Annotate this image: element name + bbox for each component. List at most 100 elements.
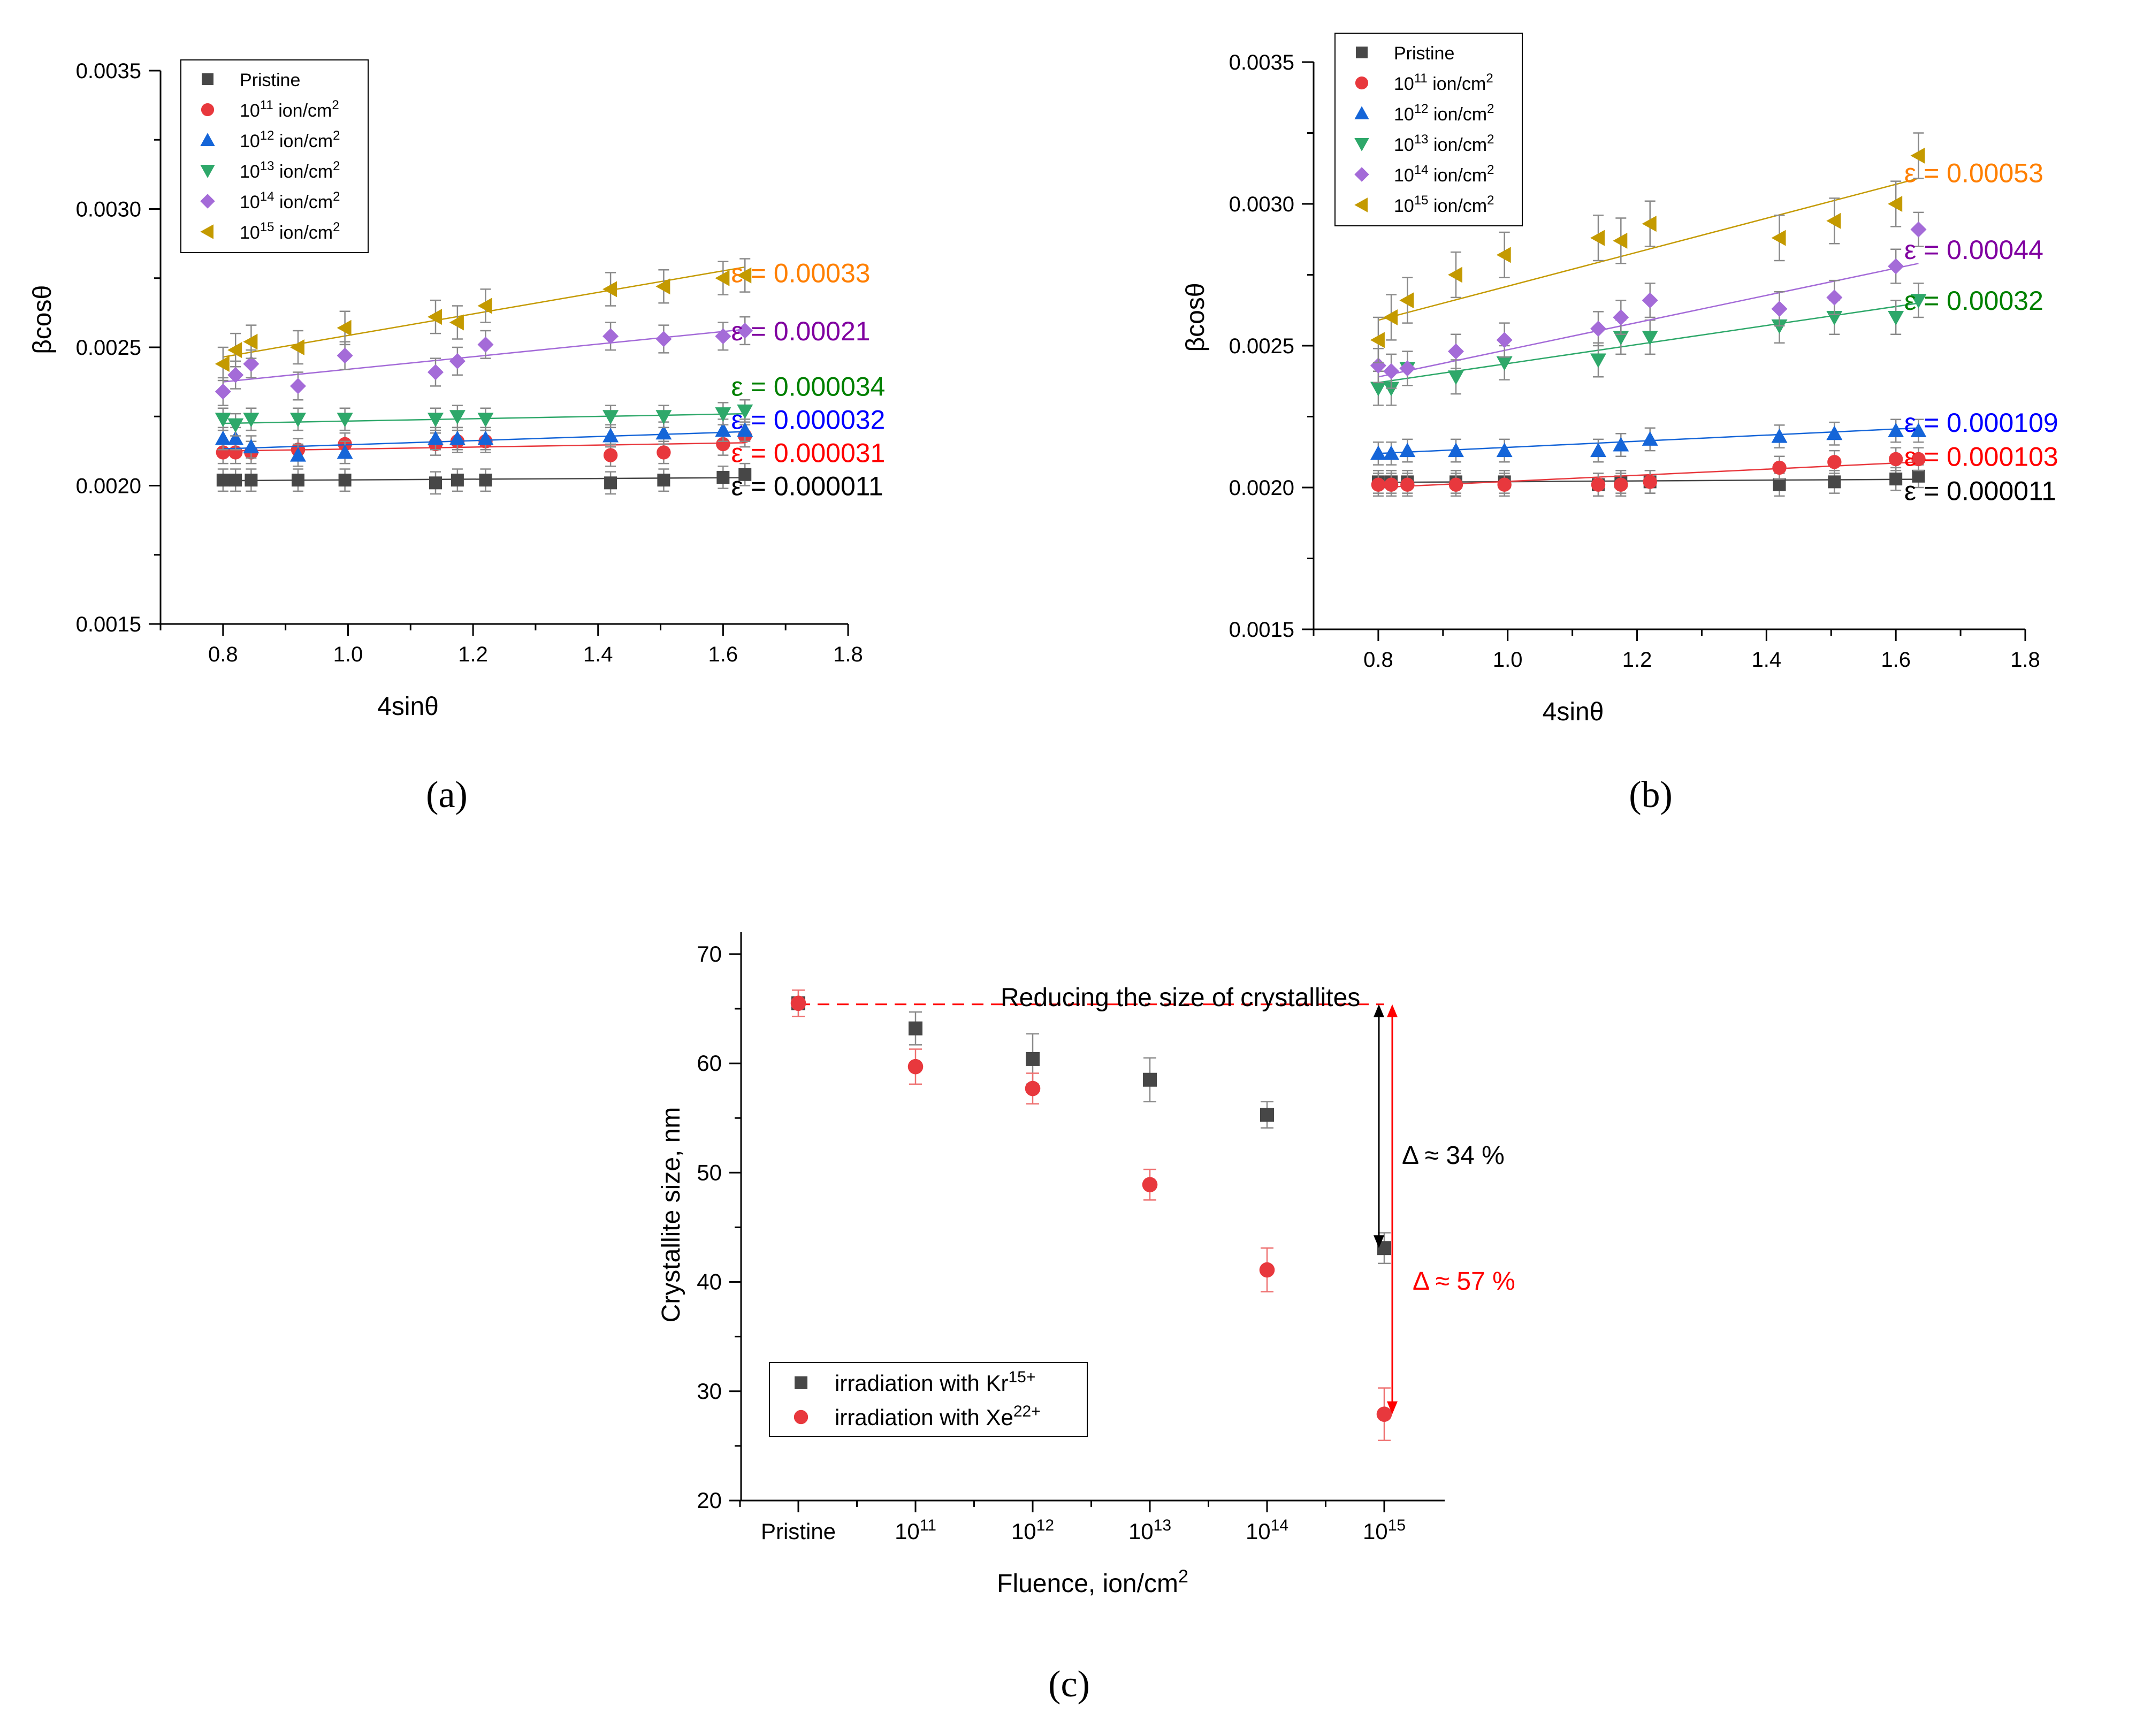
data-point: [227, 418, 244, 433]
data-point: [1383, 445, 1400, 460]
data-point: [227, 342, 242, 359]
x-tick-label: 1.2: [458, 643, 488, 666]
data-point: [337, 413, 353, 428]
x-tick-label: 1.2: [1622, 648, 1652, 672]
data-point: [1370, 445, 1386, 460]
series-1: [790, 989, 1392, 1441]
data-point: [715, 422, 731, 437]
data-point: [428, 430, 444, 445]
data-point: [449, 430, 466, 445]
y-tick-label: 30: [697, 1379, 722, 1404]
chart-panel-b: 0.0015 0.0020 0.0025 0.0030 0.0035 0.8 1.0 1.2 1…: [1181, 33, 2058, 816]
data-point: [477, 298, 492, 314]
data-point: [1888, 452, 1903, 467]
data-point: [479, 474, 492, 487]
data-point: [477, 430, 494, 445]
data-point: [1826, 289, 1843, 306]
legend-label: 1014 ion/cm2: [1394, 163, 1494, 186]
data-point: [216, 474, 230, 487]
legend-marker: [1354, 167, 1369, 182]
data-point: [1643, 475, 1657, 489]
data-point: [1888, 258, 1904, 275]
data-point: [1448, 477, 1463, 492]
y-tick-label: 70: [697, 941, 722, 966]
delta-label: Δ ≈ 57 %: [1413, 1267, 1515, 1296]
data-point: [1888, 423, 1904, 437]
data-point: [715, 328, 731, 345]
fit-line: [1378, 178, 1919, 321]
data-point: [1912, 469, 1925, 483]
delta-label: Δ ≈ 34 %: [1402, 1141, 1505, 1170]
x-tick-label: 1014: [1246, 1517, 1288, 1544]
data-point: [716, 470, 730, 484]
data-point: [602, 328, 619, 345]
x-tick-label: 1015: [1363, 1517, 1406, 1544]
data-point: [1888, 196, 1903, 212]
data-point: [1371, 477, 1386, 492]
data-point: [1370, 382, 1386, 397]
data-point: [429, 476, 442, 490]
data-point: [1399, 292, 1414, 309]
y-tick-label: 60: [697, 1050, 722, 1076]
data-point: [243, 413, 260, 428]
data-point: [451, 474, 464, 487]
delta-arrow-1: [1387, 1004, 1398, 1414]
strain-label: ε = 0.00044: [1904, 235, 2043, 265]
y-tick-label: 0.0015: [1229, 618, 1294, 642]
data-point: [1888, 311, 1904, 325]
data-point: [1376, 1406, 1392, 1422]
data-point: [1497, 477, 1512, 492]
data-point: [602, 281, 617, 298]
data-point: [1383, 382, 1400, 397]
series-5: [1370, 132, 1925, 364]
data-point: [337, 319, 352, 336]
strain-label: ε = 0.000034: [731, 371, 886, 401]
data-point: [1259, 1262, 1275, 1278]
series-0: [216, 462, 752, 495]
data-point: [1591, 477, 1606, 492]
strain-label: ε = 0.00053: [1904, 158, 2043, 188]
data-point: [290, 339, 304, 355]
data-point: [602, 428, 619, 443]
data-point: [1383, 363, 1400, 379]
data-point: [338, 474, 352, 487]
data-point: [604, 476, 617, 490]
y-tick-label: 0.0020: [1229, 476, 1294, 500]
data-point: [1642, 331, 1658, 346]
data-point: [1496, 332, 1513, 348]
data-point: [1143, 1072, 1157, 1087]
data-point: [602, 410, 619, 425]
series-4: [1370, 211, 1927, 389]
data-point: [1448, 370, 1464, 385]
series-4: [215, 316, 753, 406]
strain-label: ε = 0.000031: [731, 438, 886, 468]
data-point: [1496, 443, 1513, 458]
data-point: [428, 364, 444, 380]
legend-marker: [200, 133, 215, 146]
data-point: [1383, 309, 1398, 325]
data-point: [1448, 267, 1462, 283]
series-3: [1370, 283, 1927, 406]
data-point: [449, 314, 464, 331]
data-point: [738, 468, 752, 481]
legend-label: Pristine: [1394, 43, 1454, 64]
data-point: [428, 309, 442, 325]
y-tick-label: 0.0025: [1229, 334, 1294, 358]
data-point: [737, 322, 753, 339]
strain-label: ε = 0.000011: [731, 471, 883, 501]
data-point: [909, 1021, 922, 1035]
strain-label: ε = 0.000109: [1904, 408, 2058, 438]
data-point: [1026, 1052, 1040, 1066]
legend-marker: [1355, 76, 1369, 90]
data-point: [655, 425, 672, 440]
legend-box: [180, 59, 369, 253]
x-tick-label: 1.6: [708, 643, 738, 666]
series-1: [1371, 447, 1926, 497]
data-point: [657, 474, 670, 487]
data-point: [290, 413, 306, 428]
legend-marker: [794, 1410, 808, 1425]
fit-line: [1378, 461, 1919, 489]
data-point: [1590, 321, 1606, 337]
data-point: [215, 383, 231, 400]
